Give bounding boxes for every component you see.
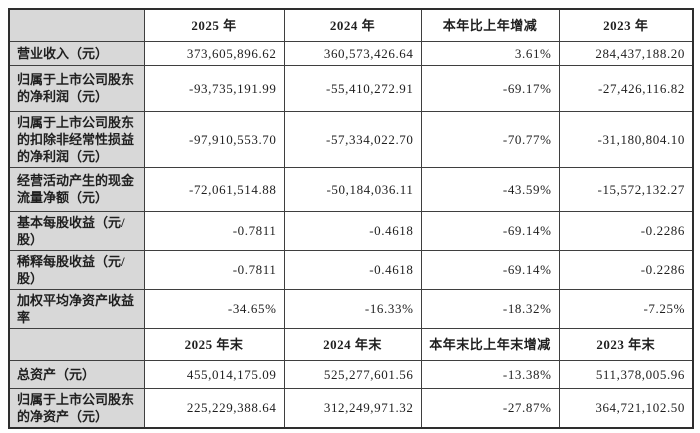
- cell-value: 511,378,005.96: [558, 359, 694, 389]
- cell-value: -69.14%: [420, 210, 560, 251]
- column-header-yearend-change: 本年末比上年末增减: [420, 327, 560, 361]
- cell-value: -0.2286: [558, 249, 694, 290]
- column-header-2024-end: 2024 年末: [283, 327, 422, 361]
- corner-cell: [8, 8, 145, 42]
- row-label: 归属于上市公司股东的净资产（元）: [8, 387, 145, 429]
- column-header-2025: 2025 年: [143, 8, 285, 42]
- annual-header-row: 2025 年 2024 年 本年比上年增减 2023 年: [8, 8, 694, 42]
- yearend-header-row: 2025 年末 2024 年末 本年末比上年末增减 2023 年末: [8, 327, 694, 361]
- row-label: 归属于上市公司股东的净利润（元）: [8, 64, 145, 112]
- cell-value: -18.32%: [420, 288, 560, 329]
- cell-value: 3.61%: [420, 40, 560, 66]
- cell-value: -70.77%: [420, 110, 560, 168]
- cell-value: -15,572,132.27: [558, 166, 694, 212]
- cell-value: -0.7811: [143, 210, 285, 251]
- table-row-net-profit-excl-nonrecurring: 归属于上市公司股东的扣除非经常性损益的净利润（元） -97,910,553.70…: [8, 110, 694, 168]
- cell-value: -13.38%: [420, 359, 560, 389]
- table-row-diluted-eps: 稀释每股收益（元/股） -0.7811 -0.4618 -69.14% -0.2…: [8, 249, 694, 290]
- cell-value: -43.59%: [420, 166, 560, 212]
- cell-value: -93,735,191.99: [143, 64, 285, 112]
- cell-value: -72,061,514.88: [143, 166, 285, 212]
- column-header-2024: 2024 年: [283, 8, 422, 42]
- table-row-revenue: 营业收入（元） 373,605,896.62 360,573,426.64 3.…: [8, 40, 694, 66]
- column-header-2023-end: 2023 年末: [558, 327, 694, 361]
- cell-value: -0.7811: [143, 249, 285, 290]
- cell-value: 455,014,175.09: [143, 359, 285, 389]
- cell-value: 373,605,896.62: [143, 40, 285, 66]
- cell-value: 312,249,971.32: [283, 387, 422, 429]
- cell-value: -27.87%: [420, 387, 560, 429]
- row-label: 稀释每股收益（元/股）: [8, 249, 145, 290]
- cell-value: -34.65%: [143, 288, 285, 329]
- cell-value: 364,721,102.50: [558, 387, 694, 429]
- cell-value: -50,184,036.11: [283, 166, 422, 212]
- table-row-net-profit: 归属于上市公司股东的净利润（元） -93,735,191.99 -55,410,…: [8, 64, 694, 112]
- row-label: 总资产（元）: [8, 359, 145, 389]
- cell-value: -55,410,272.91: [283, 64, 422, 112]
- table-row-weighted-avg-roe: 加权平均净资产收益率 -34.65% -16.33% -18.32% -7.25…: [8, 288, 694, 329]
- row-label: 加权平均净资产收益率: [8, 288, 145, 329]
- table-row-basic-eps: 基本每股收益（元/股） -0.7811 -0.4618 -69.14% -0.2…: [8, 210, 694, 251]
- financial-summary-table: 2025 年 2024 年 本年比上年增减 2023 年 营业收入（元） 373…: [8, 8, 694, 429]
- corner-cell: [8, 327, 145, 361]
- table-row-total-assets: 总资产（元） 455,014,175.09 525,277,601.56 -13…: [8, 359, 694, 389]
- cell-value: -0.4618: [283, 210, 422, 251]
- cell-value: -57,334,022.70: [283, 110, 422, 168]
- column-header-yoy-change: 本年比上年增减: [420, 8, 560, 42]
- table-row-net-assets: 归属于上市公司股东的净资产（元） 225,229,388.64 312,249,…: [8, 387, 694, 429]
- cell-value: -0.2286: [558, 210, 694, 251]
- table-row-operating-cash-flow: 经营活动产生的现金流量净额（元） -72,061,514.88 -50,184,…: [8, 166, 694, 212]
- cell-value: 225,229,388.64: [143, 387, 285, 429]
- cell-value: -97,910,553.70: [143, 110, 285, 168]
- row-label: 经营活动产生的现金流量净额（元）: [8, 166, 145, 212]
- cell-value: -0.4618: [283, 249, 422, 290]
- cell-value: -7.25%: [558, 288, 694, 329]
- cell-value: -31,180,804.10: [558, 110, 694, 168]
- cell-value: 284,437,188.20: [558, 40, 694, 66]
- row-label: 基本每股收益（元/股）: [8, 210, 145, 251]
- cell-value: 525,277,601.56: [283, 359, 422, 389]
- cell-value: -69.17%: [420, 64, 560, 112]
- row-label: 归属于上市公司股东的扣除非经常性损益的净利润（元）: [8, 110, 145, 168]
- cell-value: -69.14%: [420, 249, 560, 290]
- cell-value: -16.33%: [283, 288, 422, 329]
- column-header-2025-end: 2025 年末: [143, 327, 285, 361]
- column-header-2023: 2023 年: [558, 8, 694, 42]
- cell-value: -27,426,116.82: [558, 64, 694, 112]
- row-label: 营业收入（元）: [8, 40, 145, 66]
- cell-value: 360,573,426.64: [283, 40, 422, 66]
